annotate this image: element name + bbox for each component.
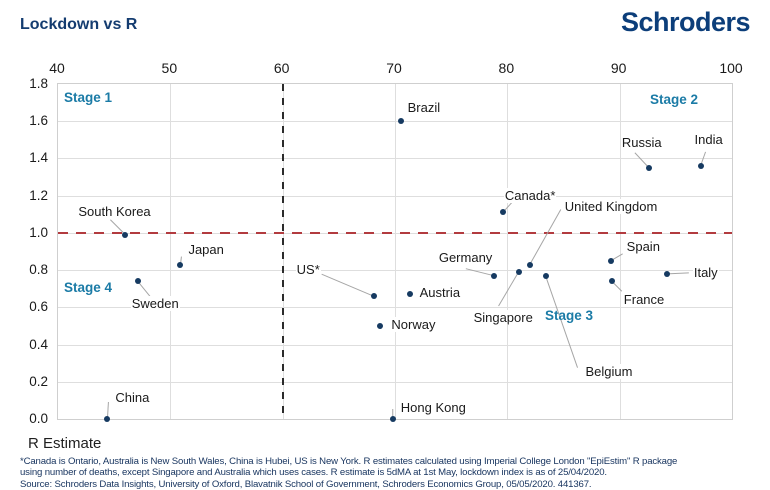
vertical-gridline [507,84,509,419]
plot-area: Stage 1 Stage 2 Stage 3 Stage 4 China South K… [57,83,733,422]
footnote-line: *Canada is Ontario, Australia is New Sou… [20,456,678,467]
x-tick-label: 70 [386,60,402,76]
point-label: Hong Kong [399,400,467,415]
data-point-canada- [499,209,506,216]
red-dashed-r1-line [58,231,732,234]
data-point-sweden [134,278,141,285]
stage-label-stage-1: Stage 1 [64,90,113,105]
vertical-dashed-reference-line [282,84,284,419]
data-point-norway [377,322,384,329]
point-label: France [622,292,666,308]
x-tick-label: 60 [273,60,290,76]
data-point-south-korea [122,231,129,238]
stage-label-stage-4: Stage 4 [64,280,113,295]
point-label: United Kingdom [563,198,659,214]
data-point-spain [607,257,614,264]
x-tick-label: 90 [610,60,627,76]
footnote-line: Source: Schroders Data Insights, Univers… [20,478,592,490]
x-tick-label: 100 [719,60,743,76]
horizontal-gridline [58,195,732,197]
y-tick-label: 0.2 [29,373,48,389]
point-label: Singapore [472,309,534,325]
point-label: China [114,390,151,405]
point-label: India [693,131,724,147]
y-tick-label: 1.0 [29,224,48,240]
data-point-italy [663,270,670,277]
point-label: Brazil [406,100,442,116]
point-label: Belgium [584,363,634,379]
y-tick-label: 1.8 [29,76,48,91]
data-point-brazil [397,118,404,125]
point-label: South Korea [77,203,152,219]
data-point-france [608,278,615,285]
point-label: Norway [390,316,437,332]
x-tick-label: 40 [49,60,65,76]
y-tick-label: 0.8 [29,262,48,278]
point-label: Sweden [130,296,180,312]
data-point-japan [177,261,184,268]
horizontal-gridline [58,307,732,309]
point-label: Austria [418,285,462,301]
footnote-line: using number of deaths, except Singapore… [20,467,607,479]
data-point-hong-kong [389,416,396,422]
point-label: Germany [437,249,494,265]
point-label: US* [295,262,321,278]
horizontal-gridline [58,158,732,160]
y-tick-label: 0.0 [29,411,48,426]
data-point-china [104,416,111,422]
data-point-united-kingdom [526,261,533,268]
stage-label-stage-2: Stage 2 [650,92,699,107]
point-label: Canada* [503,188,557,204]
y-tick-label: 1.2 [29,187,48,203]
y-tick-label: 0.6 [29,299,48,315]
horizontal-gridline [58,270,732,272]
point-label: Italy [692,264,719,280]
data-point-us- [370,293,377,300]
data-point-germany [490,272,497,279]
x-tick-label: 50 [161,60,178,76]
horizontal-gridline [58,121,732,123]
vertical-gridline [395,84,396,419]
horizontal-gridline [58,344,732,346]
data-point-belgium [542,272,549,279]
point-label: Russia [620,134,663,150]
point-label: Japan [187,241,225,257]
y-tick-label: 1.6 [29,113,48,129]
footnotes: *Canada is Ontario, Australia is New Sou… [20,456,677,490]
data-point-india [697,162,704,169]
data-point-russia [645,164,652,171]
y-axis-title: R Estimate [28,435,102,452]
chart-title: Lockdown vs R [20,16,138,33]
point-label: Spain [625,238,661,254]
schroders-logo: Schroders [620,7,751,37]
vertical-gridline [170,84,172,419]
data-point-austria [406,291,413,298]
y-tick-label: 0.4 [29,336,48,352]
vertical-gridline [619,84,621,419]
x-tick-label: 80 [498,60,515,76]
horizontal-gridline [58,381,732,383]
data-point-singapore [515,268,522,275]
y-tick-label: 1.4 [29,150,48,166]
stage-label-stage-3: Stage 3 [545,308,594,323]
